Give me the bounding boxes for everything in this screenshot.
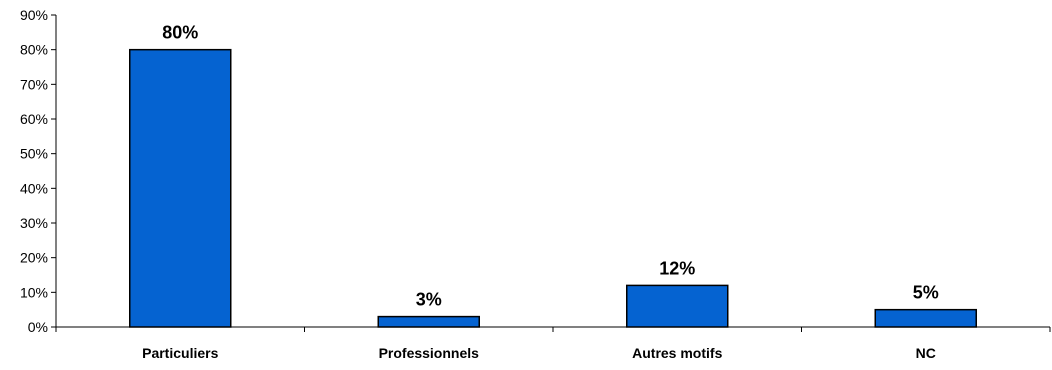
y-tick-label: 10% [20,284,48,300]
x-category-label: Autres motifs [632,345,722,361]
y-tick-label: 50% [20,146,48,162]
y-tick-label: 70% [20,76,48,92]
bar-professionnels [377,315,480,328]
y-tick-label: 0% [28,319,48,335]
y-tick-label: 30% [20,215,48,231]
bar-autres-motifs [626,284,729,328]
bar-data-label: 3% [416,290,442,310]
bar-data-label: 5% [913,283,939,303]
bar-particuliers [129,48,232,328]
x-category-label: Professionnels [379,345,480,361]
x-category-label: NC [916,345,936,361]
y-tick-label: 40% [20,180,48,196]
bar-data-label: 12% [659,258,695,278]
data-labels: 80% 3% 12% 5% [162,23,939,310]
bar-nc [874,308,977,328]
y-tick-label: 60% [20,111,48,127]
y-tick-label: 90% [20,7,48,23]
y-axis: 0% 10% 20% 30% 40% 50% 60% 70% 80% 90% [20,7,57,335]
bars [129,48,977,328]
y-tick-label: 20% [20,250,48,266]
x-category-label: Particuliers [142,345,218,361]
x-axis: Particuliers Professionnels Autres motifs N… [55,326,1051,361]
y-tick-label: 80% [20,42,48,58]
bar-data-label: 80% [162,23,198,43]
